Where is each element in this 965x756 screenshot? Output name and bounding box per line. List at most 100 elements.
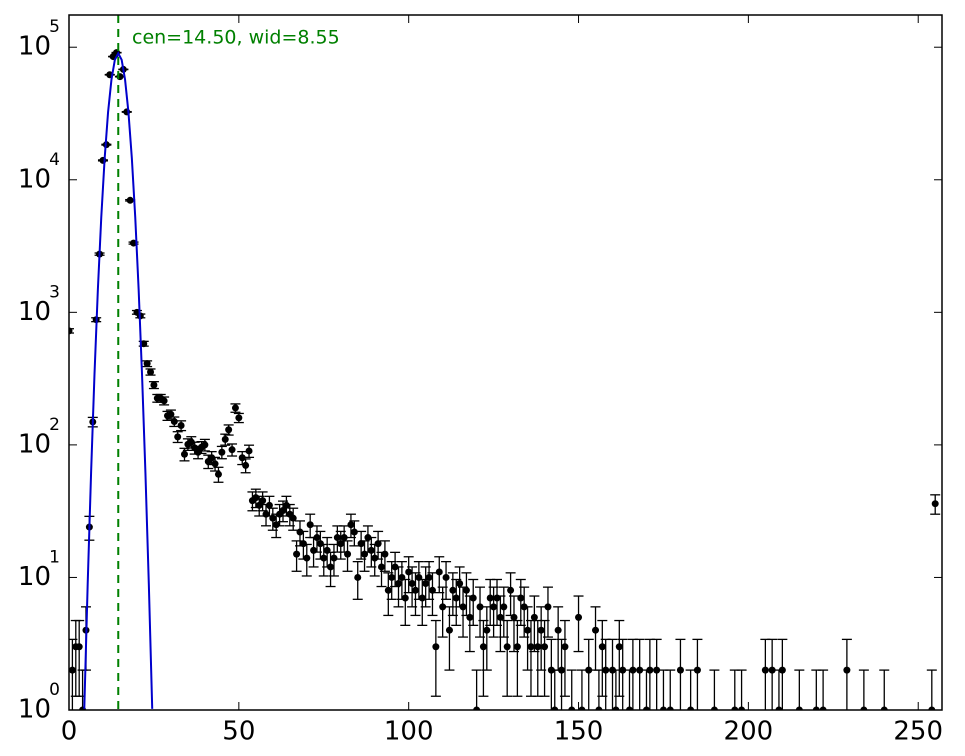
point	[561, 643, 569, 651]
point	[534, 643, 542, 651]
point	[687, 706, 695, 710]
point	[598, 643, 606, 651]
point	[659, 706, 667, 710]
point	[170, 418, 178, 426]
point	[843, 666, 851, 674]
point	[394, 580, 402, 588]
point	[140, 340, 148, 348]
point	[327, 563, 335, 571]
point	[69, 327, 73, 335]
point	[167, 410, 175, 418]
y-tick-label: 10	[18, 695, 51, 725]
point	[568, 706, 576, 710]
point	[180, 450, 188, 458]
point	[615, 643, 623, 651]
point	[316, 540, 324, 548]
point	[738, 706, 746, 710]
x-tick-label: 150	[554, 717, 604, 747]
point	[653, 666, 661, 674]
point	[333, 534, 341, 542]
point	[401, 594, 409, 602]
point	[486, 594, 494, 602]
y-tick-exponent: 0	[49, 680, 60, 700]
point	[473, 706, 481, 710]
point	[625, 706, 633, 710]
point	[374, 540, 382, 548]
y-tick-exponent: 3	[49, 282, 60, 302]
point	[337, 540, 345, 548]
point	[575, 613, 583, 621]
point	[442, 573, 450, 581]
point	[357, 540, 365, 548]
point	[411, 586, 419, 594]
point	[384, 586, 392, 594]
y-tick-exponent: 2	[49, 415, 60, 435]
y-tick-label: 10	[18, 32, 51, 62]
point	[778, 666, 786, 674]
point	[435, 568, 443, 576]
point	[143, 360, 151, 368]
point	[269, 514, 277, 522]
annotation: cen=14.50, wid=8.55	[132, 27, 340, 49]
point	[585, 666, 593, 674]
point	[347, 521, 355, 529]
point	[676, 666, 684, 674]
y-tick-exponent: 5	[49, 17, 60, 37]
point	[174, 433, 182, 441]
point	[476, 603, 484, 611]
point	[592, 626, 600, 634]
point	[330, 554, 338, 562]
point	[160, 397, 168, 405]
point	[541, 643, 549, 651]
point	[931, 500, 939, 508]
point	[354, 573, 362, 581]
point	[503, 643, 511, 651]
point	[432, 643, 440, 651]
point	[344, 550, 352, 558]
point	[602, 666, 610, 674]
point	[381, 550, 389, 558]
point	[466, 613, 474, 621]
x-tick-label: 0	[61, 717, 78, 747]
point	[310, 546, 318, 554]
point	[595, 706, 603, 710]
point	[452, 594, 460, 602]
point	[500, 603, 508, 611]
point	[629, 666, 637, 674]
point	[320, 554, 328, 562]
point	[880, 706, 888, 710]
point	[558, 666, 566, 674]
point	[507, 586, 515, 594]
point	[225, 426, 233, 434]
point	[666, 706, 674, 710]
point	[578, 706, 586, 710]
y-tick-exponent: 4	[49, 150, 60, 170]
y-tick-label: 10	[18, 164, 51, 194]
point	[459, 603, 467, 611]
point	[293, 550, 301, 558]
y-tick-label: 10	[18, 429, 51, 459]
point	[619, 666, 627, 674]
point	[710, 706, 718, 710]
point	[340, 534, 348, 542]
point	[306, 521, 314, 529]
point	[439, 603, 447, 611]
point	[517, 594, 525, 602]
point	[378, 563, 386, 571]
point	[819, 706, 827, 710]
point	[731, 706, 739, 710]
point	[289, 514, 297, 522]
point	[252, 494, 260, 502]
y-tick-label: 10	[18, 562, 51, 592]
point	[147, 368, 155, 376]
point	[483, 626, 491, 634]
point	[527, 643, 535, 651]
point	[371, 554, 379, 562]
point	[265, 501, 273, 509]
point	[367, 546, 375, 554]
point	[524, 626, 532, 634]
point	[636, 666, 644, 674]
